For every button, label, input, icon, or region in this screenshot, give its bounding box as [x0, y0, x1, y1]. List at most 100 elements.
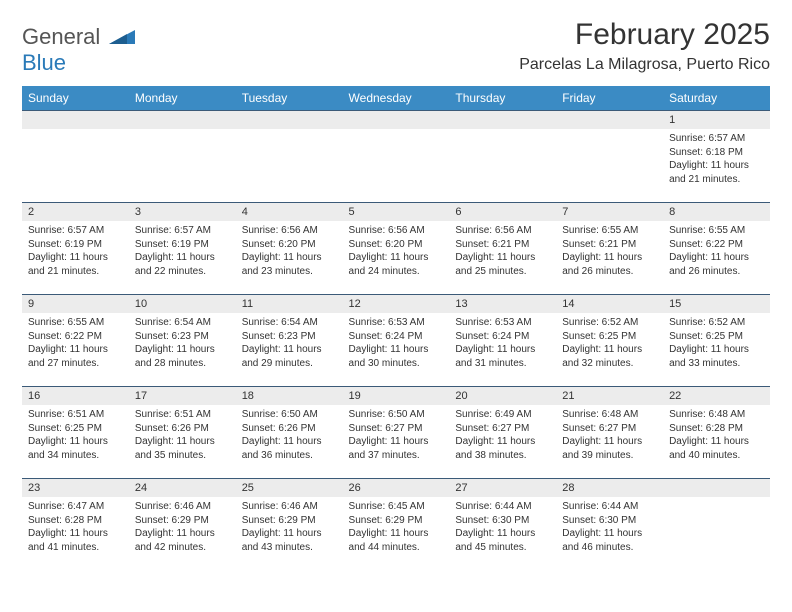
day-line: Sunrise: 6:45 AM — [349, 500, 444, 514]
day-content: Sunrise: 6:55 AMSunset: 6:21 PMDaylight:… — [556, 221, 663, 284]
logo-text: General Blue — [22, 24, 135, 76]
day-line: Sunset: 6:22 PM — [28, 330, 123, 344]
day-line: Sunrise: 6:48 AM — [562, 408, 657, 422]
day-content: Sunrise: 6:53 AMSunset: 6:24 PMDaylight:… — [343, 313, 450, 376]
day-cell: 10Sunrise: 6:54 AMSunset: 6:23 PMDayligh… — [129, 295, 236, 387]
day-line: Daylight: 11 hours and 31 minutes. — [455, 343, 550, 370]
day-line: Sunrise: 6:54 AM — [242, 316, 337, 330]
day-cell: 14Sunrise: 6:52 AMSunset: 6:25 PMDayligh… — [556, 295, 663, 387]
day-content: Sunrise: 6:57 AMSunset: 6:18 PMDaylight:… — [663, 129, 770, 192]
day-cell: 15Sunrise: 6:52 AMSunset: 6:25 PMDayligh… — [663, 295, 770, 387]
day-line: Sunrise: 6:48 AM — [669, 408, 764, 422]
day-content — [556, 129, 663, 189]
day-number — [129, 111, 236, 129]
day-header-row: Sunday Monday Tuesday Wednesday Thursday… — [22, 86, 770, 111]
day-header: Monday — [129, 86, 236, 111]
day-cell: 5Sunrise: 6:56 AMSunset: 6:20 PMDaylight… — [343, 203, 450, 295]
day-cell: 3Sunrise: 6:57 AMSunset: 6:19 PMDaylight… — [129, 203, 236, 295]
day-content: Sunrise: 6:56 AMSunset: 6:20 PMDaylight:… — [343, 221, 450, 284]
day-header: Friday — [556, 86, 663, 111]
day-line: Sunrise: 6:47 AM — [28, 500, 123, 514]
day-number: 3 — [129, 203, 236, 221]
calendar-body: 1Sunrise: 6:57 AMSunset: 6:18 PMDaylight… — [22, 111, 770, 571]
day-number: 1 — [663, 111, 770, 129]
day-content: Sunrise: 6:49 AMSunset: 6:27 PMDaylight:… — [449, 405, 556, 468]
day-number: 20 — [449, 387, 556, 405]
day-line: Sunset: 6:19 PM — [28, 238, 123, 252]
day-line: Sunset: 6:20 PM — [349, 238, 444, 252]
day-line: Sunset: 6:25 PM — [28, 422, 123, 436]
day-number: 28 — [556, 479, 663, 497]
day-number: 19 — [343, 387, 450, 405]
day-content: Sunrise: 6:53 AMSunset: 6:24 PMDaylight:… — [449, 313, 556, 376]
day-content: Sunrise: 6:56 AMSunset: 6:20 PMDaylight:… — [236, 221, 343, 284]
day-number — [22, 111, 129, 129]
day-cell: 1Sunrise: 6:57 AMSunset: 6:18 PMDaylight… — [663, 111, 770, 203]
day-line: Sunrise: 6:52 AM — [562, 316, 657, 330]
day-cell: 18Sunrise: 6:50 AMSunset: 6:26 PMDayligh… — [236, 387, 343, 479]
day-line: Sunset: 6:18 PM — [669, 146, 764, 160]
day-cell: 13Sunrise: 6:53 AMSunset: 6:24 PMDayligh… — [449, 295, 556, 387]
day-line: Sunset: 6:26 PM — [242, 422, 337, 436]
day-line: Daylight: 11 hours and 30 minutes. — [349, 343, 444, 370]
location: Parcelas La Milagrosa, Puerto Rico — [519, 56, 770, 74]
day-line: Sunrise: 6:50 AM — [242, 408, 337, 422]
day-line: Sunrise: 6:57 AM — [669, 132, 764, 146]
day-number: 15 — [663, 295, 770, 313]
day-header: Thursday — [449, 86, 556, 111]
day-content: Sunrise: 6:52 AMSunset: 6:25 PMDaylight:… — [556, 313, 663, 376]
day-line: Daylight: 11 hours and 21 minutes. — [28, 251, 123, 278]
calendar-table: Sunday Monday Tuesday Wednesday Thursday… — [22, 86, 770, 571]
day-line: Daylight: 11 hours and 44 minutes. — [349, 527, 444, 554]
day-number: 10 — [129, 295, 236, 313]
day-cell — [236, 111, 343, 203]
day-cell: 21Sunrise: 6:48 AMSunset: 6:27 PMDayligh… — [556, 387, 663, 479]
day-line: Daylight: 11 hours and 28 minutes. — [135, 343, 230, 370]
day-number: 26 — [343, 479, 450, 497]
day-number: 25 — [236, 479, 343, 497]
day-line: Daylight: 11 hours and 26 minutes. — [562, 251, 657, 278]
day-cell — [449, 111, 556, 203]
day-line: Sunrise: 6:51 AM — [28, 408, 123, 422]
day-number: 11 — [236, 295, 343, 313]
day-number: 27 — [449, 479, 556, 497]
day-line: Sunset: 6:27 PM — [349, 422, 444, 436]
day-cell — [663, 479, 770, 571]
day-line: Sunrise: 6:56 AM — [349, 224, 444, 238]
day-number — [663, 479, 770, 497]
day-cell: 22Sunrise: 6:48 AMSunset: 6:28 PMDayligh… — [663, 387, 770, 479]
day-line: Daylight: 11 hours and 32 minutes. — [562, 343, 657, 370]
day-line: Sunrise: 6:56 AM — [455, 224, 550, 238]
day-line: Sunset: 6:19 PM — [135, 238, 230, 252]
day-line: Daylight: 11 hours and 27 minutes. — [28, 343, 123, 370]
day-line: Sunset: 6:24 PM — [349, 330, 444, 344]
day-content: Sunrise: 6:48 AMSunset: 6:27 PMDaylight:… — [556, 405, 663, 468]
day-content — [449, 129, 556, 189]
day-line: Sunset: 6:29 PM — [242, 514, 337, 528]
day-cell: 17Sunrise: 6:51 AMSunset: 6:26 PMDayligh… — [129, 387, 236, 479]
week-row: 2Sunrise: 6:57 AMSunset: 6:19 PMDaylight… — [22, 203, 770, 295]
day-cell — [129, 111, 236, 203]
day-line: Sunset: 6:25 PM — [562, 330, 657, 344]
day-line: Sunset: 6:30 PM — [455, 514, 550, 528]
day-line: Daylight: 11 hours and 46 minutes. — [562, 527, 657, 554]
day-cell: 28Sunrise: 6:44 AMSunset: 6:30 PMDayligh… — [556, 479, 663, 571]
day-line: Daylight: 11 hours and 43 minutes. — [242, 527, 337, 554]
day-number: 8 — [663, 203, 770, 221]
day-header: Tuesday — [236, 86, 343, 111]
day-number: 16 — [22, 387, 129, 405]
day-content: Sunrise: 6:51 AMSunset: 6:26 PMDaylight:… — [129, 405, 236, 468]
day-line: Daylight: 11 hours and 38 minutes. — [455, 435, 550, 462]
day-line: Sunrise: 6:57 AM — [28, 224, 123, 238]
day-line: Sunset: 6:28 PM — [28, 514, 123, 528]
day-cell: 7Sunrise: 6:55 AMSunset: 6:21 PMDaylight… — [556, 203, 663, 295]
day-content: Sunrise: 6:54 AMSunset: 6:23 PMDaylight:… — [236, 313, 343, 376]
day-line: Sunrise: 6:53 AM — [349, 316, 444, 330]
day-line: Sunrise: 6:57 AM — [135, 224, 230, 238]
day-line: Sunrise: 6:46 AM — [242, 500, 337, 514]
day-number: 4 — [236, 203, 343, 221]
week-row: 1Sunrise: 6:57 AMSunset: 6:18 PMDaylight… — [22, 111, 770, 203]
day-content: Sunrise: 6:47 AMSunset: 6:28 PMDaylight:… — [22, 497, 129, 560]
day-line: Daylight: 11 hours and 42 minutes. — [135, 527, 230, 554]
day-line: Sunset: 6:29 PM — [135, 514, 230, 528]
